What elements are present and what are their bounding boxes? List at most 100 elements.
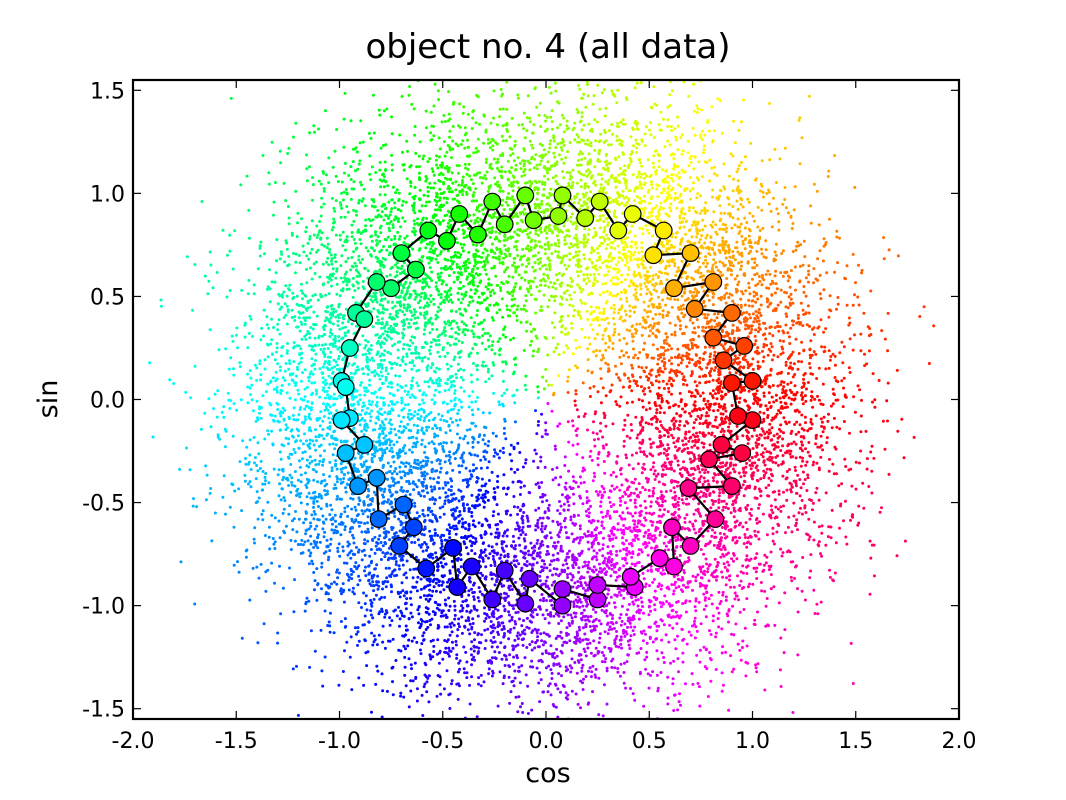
cloud-point (353, 241, 357, 245)
cloud-point (681, 439, 685, 443)
cloud-point (648, 211, 652, 215)
cloud-point (860, 268, 864, 272)
cloud-point (629, 498, 633, 502)
cloud-point (231, 267, 235, 271)
cloud-point (419, 415, 423, 418)
cloud-point (327, 156, 331, 160)
cloud-point (524, 673, 528, 677)
cloud-point (641, 232, 645, 236)
cloud-point (633, 522, 637, 526)
cloud-point (408, 192, 412, 196)
cloud-point (579, 481, 583, 485)
cloud-point (605, 614, 609, 618)
cloud-point (656, 496, 660, 500)
cloud-point (310, 513, 314, 517)
cloud-point (493, 650, 497, 654)
cloud-point (564, 481, 568, 485)
cloud-point (724, 595, 728, 599)
cloud-point (497, 257, 501, 261)
cloud-point (620, 619, 624, 623)
cloud-point (596, 83, 600, 87)
cloud-point (421, 512, 425, 516)
cloud-point (696, 345, 700, 349)
cloud-point (770, 426, 774, 430)
cloud-point (814, 436, 818, 440)
cloud-point (238, 361, 242, 365)
cloud-point (446, 221, 450, 225)
cloud-point (767, 476, 771, 480)
cloud-point (353, 456, 357, 460)
cloud-point (383, 555, 387, 559)
cloud-point (600, 358, 603, 362)
cloud-point (356, 281, 360, 285)
cloud-point (623, 319, 627, 323)
cloud-point (472, 463, 475, 467)
cloud-point (386, 461, 390, 465)
cloud-point (489, 564, 493, 567)
cloud-point (773, 250, 777, 254)
cloud-point (812, 538, 816, 542)
cloud-point (395, 614, 399, 618)
cloud-point (316, 233, 320, 237)
cloud-point (379, 541, 383, 544)
cloud-point (586, 570, 590, 574)
cloud-point (539, 257, 543, 260)
cloud-point (312, 310, 316, 314)
cloud-point (701, 407, 705, 411)
cloud-point (453, 527, 456, 531)
cloud-point (445, 669, 449, 673)
cloud-point (500, 281, 504, 284)
cloud-point (317, 495, 321, 499)
cloud-point (462, 506, 466, 510)
cloud-point (476, 260, 480, 264)
cloud-point (571, 619, 574, 623)
cloud-point (699, 475, 703, 478)
cloud-point (651, 317, 655, 321)
cloud-point (620, 349, 624, 353)
cloud-point (352, 208, 356, 212)
cloud-point (643, 132, 647, 136)
cloud-point (757, 438, 761, 441)
cloud-point (435, 381, 438, 385)
cloud-point (775, 412, 779, 416)
cloud-point (563, 455, 567, 459)
cloud-point (389, 500, 393, 504)
cloud-point (688, 520, 692, 524)
cloud-point (289, 463, 293, 466)
cloud-point (398, 465, 402, 469)
cloud-point (258, 362, 262, 366)
cloud-point (368, 465, 372, 469)
cloud-point (477, 599, 481, 603)
cloud-point (426, 380, 430, 384)
cloud-point (758, 229, 762, 232)
cloud-point (840, 482, 844, 486)
cloud-point (252, 283, 256, 287)
cloud-point (385, 248, 389, 252)
cloud-point (338, 394, 341, 398)
cloud-point (318, 424, 322, 428)
cloud-point (769, 550, 773, 554)
cloud-point (244, 555, 248, 559)
cloud-point (625, 296, 628, 300)
cloud-point (456, 412, 460, 416)
cloud-point (312, 505, 315, 509)
cloud-point (667, 390, 671, 394)
cloud-point (737, 598, 741, 602)
cloud-point (711, 490, 715, 494)
cloud-point (775, 432, 779, 436)
cloud-point (760, 159, 764, 163)
cloud-point (287, 437, 291, 441)
cloud-point (488, 411, 492, 415)
cloud-point (667, 548, 670, 552)
cloud-point (424, 126, 428, 130)
cloud-point (255, 399, 259, 403)
cloud-point (801, 402, 805, 406)
cloud-point (641, 571, 645, 575)
cloud-point (717, 391, 720, 395)
cloud-point (519, 705, 522, 709)
cloud-point (499, 189, 502, 193)
cloud-point (647, 231, 651, 235)
cloud-point (514, 544, 518, 548)
cloud-point (429, 316, 433, 320)
cloud-point (483, 442, 487, 446)
